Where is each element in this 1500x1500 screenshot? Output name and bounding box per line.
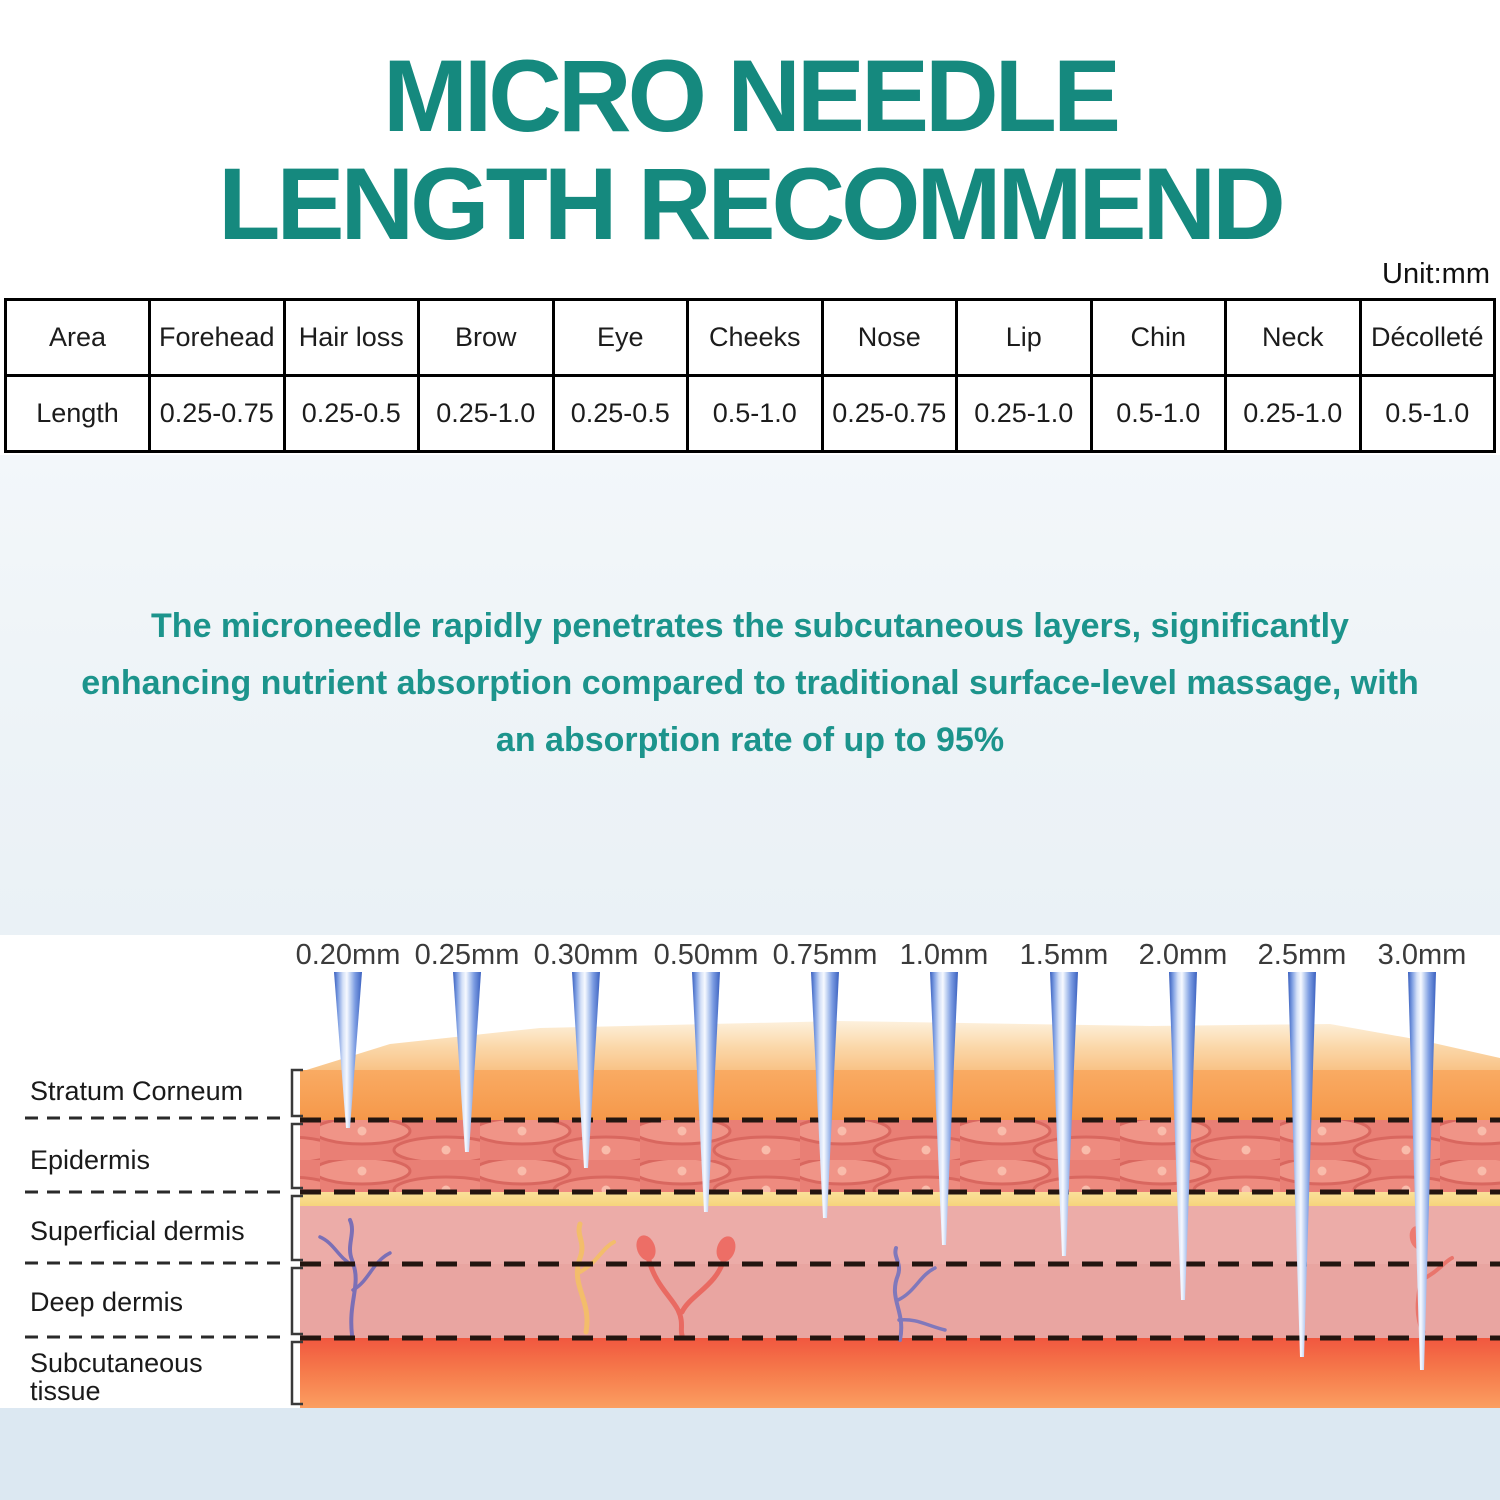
bracket-epidermis	[290, 1122, 303, 1190]
needle-075: 0.75mm	[773, 939, 878, 1218]
needle-icon	[453, 972, 481, 1152]
needle-icon	[572, 972, 600, 1168]
length-cell: 0.25-0.5	[282, 374, 420, 453]
bracket-superficial	[290, 1194, 303, 1262]
skin-layers-diagram: Stratum Corneum Epidermis Superficial de…	[25, 939, 1500, 1408]
epidermis-layer	[300, 1120, 1500, 1192]
stratum-corneum-layer	[300, 1070, 1500, 1120]
length-cell: 0.5-1.0	[1358, 374, 1496, 453]
vessel-purple-icon	[348, 1218, 358, 1337]
needle-length-label: 3.0mm	[1378, 939, 1467, 971]
vessel-yellow-icon	[574, 1221, 590, 1335]
vessel-red-bulb-icon	[636, 1235, 656, 1261]
length-cell: 0.25-1.0	[955, 374, 1093, 453]
length-cell: 0.25-1.0	[417, 374, 555, 453]
length-cell: 0.25-1.0	[1224, 374, 1362, 453]
needle-icon	[334, 972, 362, 1128]
length-cell: 0.25-0.5	[551, 374, 689, 453]
layer-label-subcutaneous-tissue: tissue	[30, 1376, 101, 1406]
needle-length-label: 1.5mm	[1020, 939, 1109, 971]
needle-30: 3.0mm	[1378, 939, 1467, 1370]
area-cell: Décolleté	[1358, 298, 1496, 377]
bracket-subcutaneous	[290, 1340, 303, 1406]
description-line2: enhancing nutrient absorption compared t…	[81, 664, 1419, 702]
unit-label: Unit:mm	[1382, 258, 1490, 290]
length-cell: 0.5-1.0	[1089, 374, 1227, 453]
vessel-red-icon	[645, 1254, 685, 1338]
page-title-line2: LENGTH RECOMMEND	[218, 147, 1286, 262]
area-cell: Cheeks	[686, 298, 824, 377]
needle-050: 0.50mm	[654, 939, 759, 1212]
area-cell: Lip	[955, 298, 1093, 377]
needles: 0.20mm 0.25mm 0.30mm 0.50mm 0.75mm 1.0mm	[296, 939, 1467, 1370]
needle-length-label: 0.50mm	[654, 939, 759, 971]
area-header-cell: Area	[4, 298, 151, 377]
description-line1: The microneedle rapidly penetrates the s…	[151, 607, 1349, 645]
bottom-background-band	[0, 1408, 1500, 1500]
layer-label-superficial-dermis: Superficial dermis	[30, 1216, 245, 1246]
needle-030: 0.30mm	[534, 939, 639, 1168]
length-recommend-table: Area Forehead Hair loss Brow Eye Cheeks …	[4, 298, 1496, 453]
bracket-deep	[290, 1266, 303, 1336]
layer-label-deep-dermis: Deep dermis	[30, 1287, 183, 1317]
area-cell: Hair loss	[282, 298, 420, 377]
needle-icon	[1408, 972, 1436, 1370]
needle-20: 2.0mm	[1139, 939, 1228, 1300]
length-cell: 0.25-0.75	[148, 374, 286, 453]
description-line3: an absorption rate of up to 95%	[495, 721, 1005, 759]
needle-icon	[1050, 972, 1078, 1256]
needle-025: 0.25mm	[415, 939, 520, 1152]
description-paragraph: The microneedle rapidly penetrates the s…	[40, 598, 1460, 769]
needle-length-label: 0.30mm	[534, 939, 639, 971]
needle-length-label: 2.5mm	[1258, 939, 1347, 971]
length-cell: 0.25-0.75	[820, 374, 958, 453]
layer-label-subcutaneous: Subcutaneous	[30, 1348, 203, 1378]
needle-icon	[930, 972, 958, 1245]
needle-10: 1.0mm	[900, 939, 989, 1245]
area-cell: Forehead	[148, 298, 286, 377]
layer-labels: Stratum Corneum Epidermis Superficial de…	[30, 1076, 245, 1406]
needle-icon	[1288, 972, 1316, 1357]
vessel-red-bulb-icon	[716, 1236, 736, 1262]
length-header-cell: Length	[4, 374, 151, 453]
length-cell: 0.5-1.0	[686, 374, 824, 453]
area-cell: Nose	[820, 298, 958, 377]
layer-label-stratum-corneum: Stratum Corneum	[30, 1076, 243, 1106]
middle-background-band	[0, 455, 1500, 935]
area-cell: Eye	[551, 298, 689, 377]
superficial-dermis-layer	[300, 1206, 1500, 1264]
basement-membrane-layer	[300, 1192, 1500, 1206]
needle-icon	[1169, 972, 1197, 1300]
needle-15: 1.5mm	[1020, 939, 1109, 1256]
needle-length-label: 2.0mm	[1139, 939, 1228, 971]
needle-length-label: 0.75mm	[773, 939, 878, 971]
needle-020: 0.20mm	[296, 939, 401, 1128]
area-cell: Brow	[417, 298, 555, 377]
layer-label-epidermis: Epidermis	[30, 1145, 150, 1175]
needle-length-label: 0.20mm	[296, 939, 401, 971]
bracket-stratum	[290, 1068, 303, 1118]
needle-25: 2.5mm	[1258, 939, 1347, 1357]
vessel-purple-branch-icon	[351, 1251, 392, 1292]
vessel-yellow-branch-icon	[578, 1240, 616, 1274]
layer-brackets	[290, 1068, 303, 1406]
needle-length-label: 1.0mm	[900, 939, 989, 971]
subcutaneous-layer	[300, 1338, 1500, 1408]
table-row-area: Area Forehead Hair loss Brow Eye Cheeks …	[4, 298, 1496, 377]
skin-cross-section	[300, 1021, 1500, 1408]
needle-icon	[811, 972, 839, 1218]
area-cell: Neck	[1224, 298, 1362, 377]
vessel-blue-branch-icon	[896, 1266, 947, 1332]
needle-length-label: 0.25mm	[415, 939, 520, 971]
table-row-length: Length 0.25-0.75 0.25-0.5 0.25-1.0 0.25-…	[4, 374, 1496, 453]
page-title-line1: MICRO NEEDLE	[382, 39, 1121, 153]
needle-icon	[692, 972, 720, 1212]
page-title: MICRO NEEDLE LENGTH RECOMMEND	[0, 42, 1500, 258]
skin-top-face	[300, 1021, 1500, 1072]
area-cell: Chin	[1089, 298, 1227, 377]
